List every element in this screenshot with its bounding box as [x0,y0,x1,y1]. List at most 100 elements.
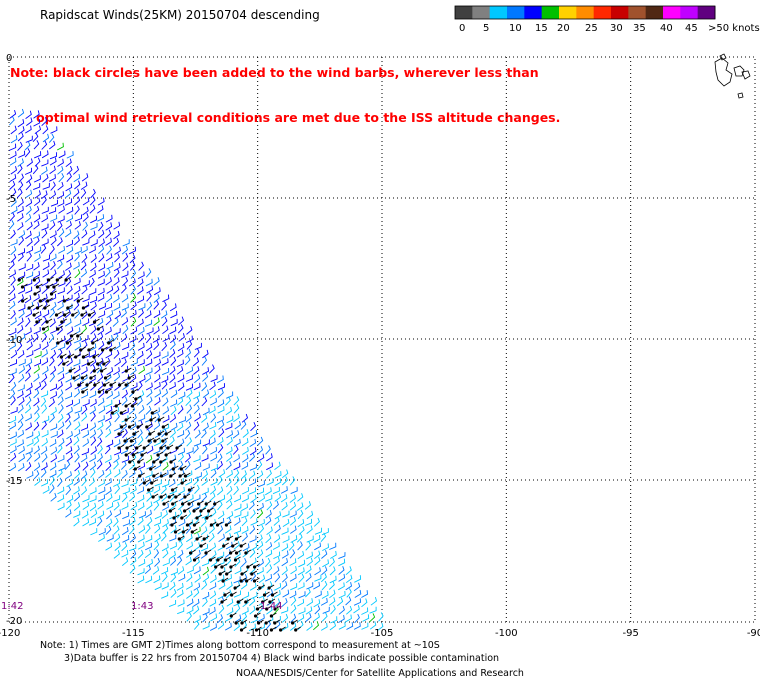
flagged-barb [196,514,203,519]
flagged-barb [57,325,64,330]
flagged-barb [163,423,169,428]
wind-barb [73,429,81,438]
wind-barb [297,509,304,520]
wind-barb [65,420,72,430]
wind-barb [217,453,223,463]
wind-barb [329,575,337,584]
flagged-barb [231,612,237,617]
wind-barb [249,470,256,480]
flagged-barb [65,276,72,281]
wind-barb [65,485,72,496]
wind-barb [120,460,127,470]
wind-barb [97,445,103,455]
wind-barb [296,533,303,543]
wind-barb [161,380,168,390]
wind-barb [329,621,337,631]
wind-barb [233,469,240,479]
flagged-barb [258,619,264,624]
wind-barb [114,469,121,478]
flagged-barb [184,507,190,512]
wind-barb [186,486,193,495]
legend-frame [454,5,716,20]
wind-barb [345,596,352,606]
wind-barb [169,534,177,542]
wind-barb [10,452,17,462]
wind-barb [153,300,160,310]
wind-barb [10,317,17,326]
flagged-barb [181,514,188,519]
wind-barb [64,318,72,327]
wind-barb [209,422,217,430]
wind-barb [138,375,146,383]
wind-barb [113,423,121,432]
wind-barb [234,604,241,614]
wind-barb [154,397,161,406]
wind-barb [186,447,194,455]
wind-barb [81,253,88,263]
flagged-barb [165,451,172,456]
wind-barb [306,582,314,590]
wind-barb [282,535,290,543]
wind-barb [162,423,170,431]
wind-barb [25,396,32,406]
wind-barb [176,589,184,598]
flagged-barb [194,556,200,561]
wind-barb [41,229,48,239]
wind-barb [106,502,114,510]
wind-barb [82,212,89,222]
wind-barb [240,558,247,568]
flagged-barb [64,311,70,316]
flagged-barb [183,528,189,533]
wind-barb [41,140,48,150]
wind-barb [240,476,247,486]
wind-barb [169,487,177,495]
wind-barb [33,445,40,455]
wind-barb [201,492,208,502]
legend-label: 25 [585,23,598,34]
wind-barb [297,598,305,607]
wind-barb [10,276,16,286]
wind-barb [128,525,135,535]
wind-barb [169,334,177,344]
wind-barb [90,398,97,407]
wind-barb [153,540,160,551]
wind-barb [114,310,122,320]
wind-barb [322,559,329,568]
wind-barb [130,293,137,303]
wind-barb [313,517,320,527]
wind-barb [152,566,160,575]
wind-barb [129,485,137,494]
wind-barb [112,332,119,342]
wind-barb [265,487,272,496]
wind-barb [42,366,49,375]
wind-barb [322,543,329,551]
wind-barb [146,388,153,398]
wind-barb [281,598,288,607]
wind-barb [80,181,88,190]
wind-barb [17,413,24,424]
legend-label: >50 knots [708,23,760,34]
wind-barb [202,349,209,359]
flagged-barb [138,458,144,463]
flagged-barb [205,500,212,505]
wind-barb [34,151,42,159]
wind-barb [25,364,32,374]
wind-barb [226,436,233,446]
map-title: Rapidscat Winds(25KM) 20150704 descendin… [40,8,320,22]
wind-barb [153,277,160,286]
wind-barb [26,174,33,184]
flagged-barb [121,423,127,428]
wind-barb [24,213,32,223]
wind-barb [81,359,89,367]
flagged-barb [53,283,60,288]
wind-barb [257,582,265,591]
wind-barb [346,588,352,598]
wind-barb [361,590,368,598]
wind-barb [57,165,64,175]
flagged-barb [226,570,232,575]
wind-barb [42,262,50,271]
wind-barb [256,567,264,575]
wind-barb [106,534,114,542]
lon-tick-label: -120 [0,628,20,639]
flagged-barb [64,297,70,302]
